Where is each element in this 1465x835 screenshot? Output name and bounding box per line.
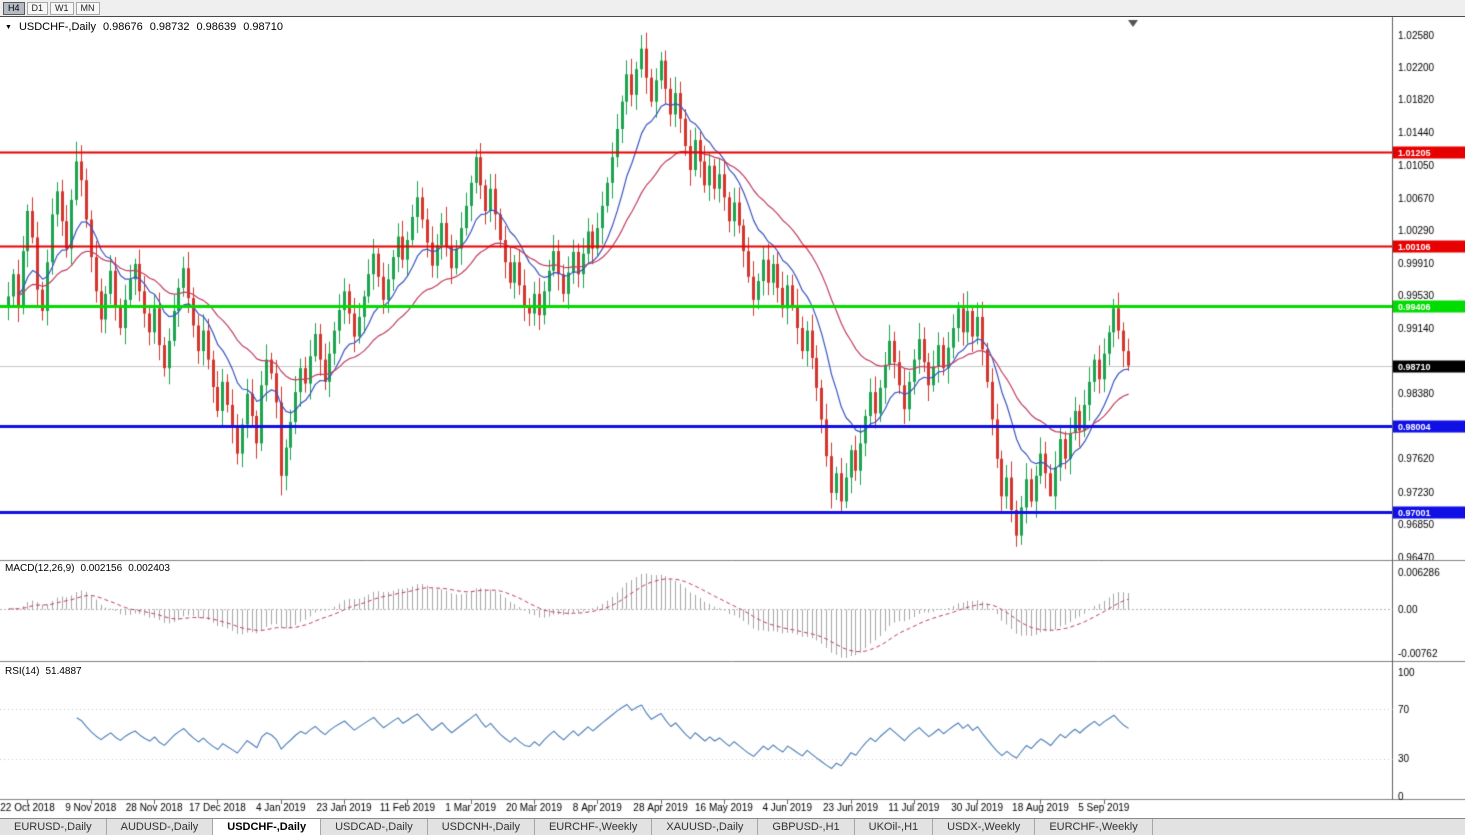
timeframe-button-w1[interactable]: W1 xyxy=(50,1,74,15)
chart-tab-eurchf-weekly[interactable]: EURCHF-,Weekly xyxy=(1035,819,1153,835)
chart-tab-ukoil-h1[interactable]: UKOil-,H1 xyxy=(855,819,934,835)
chart-title: ▼ USDCHF-,Daily 0.98676 0.98732 0.98639 … xyxy=(5,21,283,33)
rsi-name: RSI(14) xyxy=(5,666,40,677)
ohlc-low: 0.98639 xyxy=(196,21,237,33)
chart-symbol-period: USDCHF-,Daily xyxy=(18,21,96,33)
chart-tab-eurchf-weekly[interactable]: EURCHF-,Weekly xyxy=(535,819,653,835)
chart-dropdown-icon[interactable]: ▼ xyxy=(5,23,12,31)
rsi-indicator-label: RSI(14) 51.4887 xyxy=(5,666,82,677)
ohlc-high: 0.98732 xyxy=(149,21,190,33)
chart-tabs-bar: EURUSD-,Daily AUDUSD-,Daily USDCHF-,Daily U… xyxy=(0,818,1465,835)
chart-tab-usdx-weekly[interactable]: USDX-,Weekly xyxy=(933,819,1036,835)
macd-value: 0.002156 xyxy=(80,563,123,574)
chart-tab-gbpusd-h1[interactable]: GBPUSD-,H1 xyxy=(758,819,855,835)
chart-tab-usdcad-daily[interactable]: USDCAD-,Daily xyxy=(321,819,428,835)
chart-tab-audusd-daily[interactable]: AUDUSD-,Daily xyxy=(107,819,214,835)
timeframe-button-d1[interactable]: D1 xyxy=(26,1,49,15)
timeframe-button-mn[interactable]: MN xyxy=(75,1,100,15)
chart-tab-xauusd-daily[interactable]: XAUUSD-,Daily xyxy=(652,819,759,835)
macd-indicator-label: MACD(12,26,9) 0.002156 0.002403 xyxy=(5,563,170,574)
chart-tab-usdchf-daily[interactable]: USDCHF-,Daily xyxy=(213,819,322,835)
timeframe-toolbar: H4 D1 W1 MN xyxy=(0,0,1465,17)
macd-name: MACD(12,26,9) xyxy=(5,563,75,574)
chart-tab-eurusd-daily[interactable]: EURUSD-,Daily xyxy=(0,819,107,835)
chart-tab-usdcnh-daily[interactable]: USDCNH-,Daily xyxy=(428,819,535,835)
macd-signal: 0.002403 xyxy=(128,563,170,574)
timeframe-button-h4[interactable]: H4 xyxy=(3,1,25,15)
ohlc-close: 0.98710 xyxy=(243,21,283,33)
ohlc-open: 0.98676 xyxy=(102,21,143,33)
rsi-value: 51.4887 xyxy=(45,666,82,677)
